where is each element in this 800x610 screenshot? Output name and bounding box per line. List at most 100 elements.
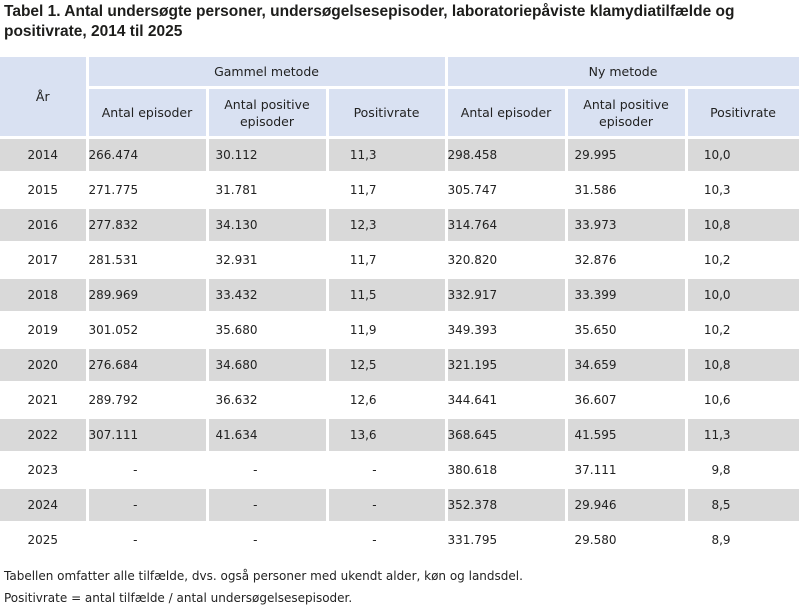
cell-new-positive-rate: 8,9: [686, 522, 800, 559]
cell-old-positive-episodes: 34.680: [207, 347, 329, 384]
table-row: 2025- - -331.795 29.580 8,9: [0, 522, 800, 559]
cell-old-episodes: 289.792: [87, 382, 209, 419]
cell-year: 2019: [0, 312, 89, 349]
table-row: 2015 271.775 31.781 11,7 305.747 31.586 10,3: [0, 172, 800, 209]
cell-year: 2018: [0, 277, 89, 314]
cell-year: 2014: [0, 137, 89, 174]
header-new-episodes: Antal episoder: [446, 87, 568, 139]
header-old-positive-episodes: Antal positive episoder: [207, 87, 329, 139]
table-row: 2024- - -352.378 29.946 8,5: [0, 487, 800, 524]
cell-year: 2021: [0, 382, 89, 419]
cell-new-positive-rate: 10,0: [686, 137, 800, 174]
cell-old-positive-rate: 11,7: [327, 172, 448, 209]
cell-old-positive-rate: 12,3: [327, 207, 448, 244]
table-title: Tabel 1. Antal undersøgte personer, unde…: [4, 3, 735, 40]
table-notes: Tabellen omfatter alle tilfælde, dvs. og…: [4, 565, 794, 609]
header-old-episodes: Antal episoder: [87, 87, 209, 139]
cell-year: 2017: [0, 242, 89, 279]
header-new-positive-rate: Positivrate: [686, 87, 800, 139]
cell-new-positive-rate: 10,8: [686, 207, 800, 244]
cell-old-episodes: -: [87, 487, 209, 524]
cell-old-positive-episodes: 32.931: [207, 242, 329, 279]
cell-old-episodes: 281.531: [87, 242, 209, 279]
cell-old-episodes: 271.775: [87, 172, 209, 209]
cell-old-episodes: 266.474: [87, 137, 209, 174]
table-row: 2019 301.052 35.680 11,9 349.393 35.650 10,2: [0, 312, 800, 349]
header-new-positive-episodes: Antal positive episoder: [566, 87, 688, 139]
cell-old-positive-rate: -: [327, 487, 448, 524]
cell-new-positive-rate: 11,3: [686, 417, 800, 454]
cell-new-positive-rate: 10,2: [686, 312, 800, 349]
cell-old-positive-rate: 12,6: [327, 382, 448, 419]
table-row: 2022 307.111 41.634 13,6 368.645 41.595 11,3: [0, 417, 800, 454]
cell-old-positive-rate: 11,3: [327, 137, 448, 174]
table-row: 2018 289.969 33.432 11,5 332.917 33.399 10,0: [0, 277, 800, 314]
cell-new-positive-rate: 10,3: [686, 172, 800, 209]
cell-year: 2023: [0, 452, 89, 489]
cell-new-positive-rate: 10,8: [686, 347, 800, 384]
cell-new-episodes: 320.820: [446, 242, 568, 279]
cell-new-episodes: 349.393: [446, 312, 568, 349]
cell-old-episodes: 289.969: [87, 277, 209, 314]
cell-old-positive-episodes: 33.432: [207, 277, 329, 314]
cell-new-positive-rate: 10,6: [686, 382, 800, 419]
cell-year: 2016: [0, 207, 89, 244]
cell-new-positive-episodes: 31.586: [566, 172, 688, 209]
cell-new-episodes: 352.378: [446, 487, 568, 524]
cell-old-positive-episodes: -: [207, 522, 329, 559]
table-row: 2021 289.792 36.632 12,6 344.641 36.607 10,6: [0, 382, 800, 419]
header-group-old-method: Gammel metode: [87, 57, 448, 89]
cell-new-episodes: 331.795: [446, 522, 568, 559]
cell-old-positive-episodes: 34.130: [207, 207, 329, 244]
cell-old-episodes: 276.684: [87, 347, 209, 384]
table-row: 2017 281.531 32.931 11,7 320.820 32.876 10,2: [0, 242, 800, 279]
cell-old-positive-rate: -: [327, 522, 448, 559]
cell-old-positive-episodes: -: [207, 487, 329, 524]
header-group-new-method: Ny metode: [446, 57, 800, 89]
cell-year: 2020: [0, 347, 89, 384]
cell-new-episodes: 314.764: [446, 207, 568, 244]
cell-new-positive-episodes: 32.876: [566, 242, 688, 279]
table-row: 2020 276.684 34.680 12,5 321.195 34.659 10,8: [0, 347, 800, 384]
table-body: 2014 266.474 30.112 11,3 298.458 29.995 10,0 20…: [0, 137, 800, 559]
cell-old-positive-episodes: 30.112: [207, 137, 329, 174]
cell-old-episodes: 301.052: [87, 312, 209, 349]
cell-new-episodes: 321.195: [446, 347, 568, 384]
cell-old-positive-rate: 12,5: [327, 347, 448, 384]
cell-old-positive-rate: 13,6: [327, 417, 448, 454]
cell-old-positive-rate: 11,5: [327, 277, 448, 314]
cell-new-episodes: 332.917: [446, 277, 568, 314]
cell-old-positive-rate: -: [327, 452, 448, 489]
cell-new-positive-episodes: 41.595: [566, 417, 688, 454]
cell-new-positive-episodes: 33.973: [566, 207, 688, 244]
cell-new-positive-episodes: 29.946: [566, 487, 688, 524]
table-row: 2023- - -380.618 37.111 9,8: [0, 452, 800, 489]
cell-old-episodes: 307.111: [87, 417, 209, 454]
table-row: 2016 277.832 34.130 12,3 314.764 33.973 10,8: [0, 207, 800, 244]
cell-old-episodes: -: [87, 522, 209, 559]
cell-new-episodes: 380.618: [446, 452, 568, 489]
cell-new-episodes: 305.747: [446, 172, 568, 209]
cell-year: 2015: [0, 172, 89, 209]
data-table: År Gammel metode Ny metode Antal episode…: [0, 57, 800, 559]
cell-new-episodes: 298.458: [446, 137, 568, 174]
header-year: År: [0, 57, 89, 139]
note-scope: Tabellen omfatter alle tilfælde, dvs. og…: [4, 569, 523, 583]
header-old-positive-rate: Positivrate: [327, 87, 448, 139]
note-positive-rate-definition: Positivrate = antal tilfælde / antal und…: [4, 591, 353, 605]
table-row: 2014 266.474 30.112 11,3 298.458 29.995 10,0: [0, 137, 800, 174]
cell-new-positive-rate: 9,8: [686, 452, 800, 489]
cell-old-positive-episodes: -: [207, 452, 329, 489]
cell-new-positive-rate: 10,2: [686, 242, 800, 279]
cell-old-positive-episodes: 35.680: [207, 312, 329, 349]
cell-year: 2024: [0, 487, 89, 524]
cell-new-positive-episodes: 37.111: [566, 452, 688, 489]
cell-old-positive-rate: 11,7: [327, 242, 448, 279]
cell-new-positive-episodes: 36.607: [566, 382, 688, 419]
cell-new-episodes: 344.641: [446, 382, 568, 419]
cell-new-positive-episodes: 29.580: [566, 522, 688, 559]
cell-old-positive-episodes: 36.632: [207, 382, 329, 419]
cell-new-episodes: 368.645: [446, 417, 568, 454]
cell-old-positive-episodes: 41.634: [207, 417, 329, 454]
cell-new-positive-episodes: 33.399: [566, 277, 688, 314]
